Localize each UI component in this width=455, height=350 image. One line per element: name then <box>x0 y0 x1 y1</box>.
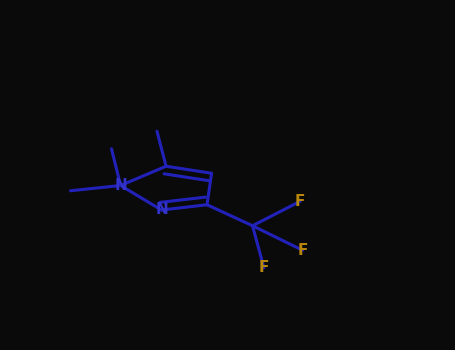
Text: F: F <box>298 243 308 258</box>
Text: F: F <box>295 194 305 209</box>
Text: F: F <box>259 260 269 275</box>
Text: N: N <box>114 178 127 193</box>
Text: N: N <box>155 203 168 217</box>
